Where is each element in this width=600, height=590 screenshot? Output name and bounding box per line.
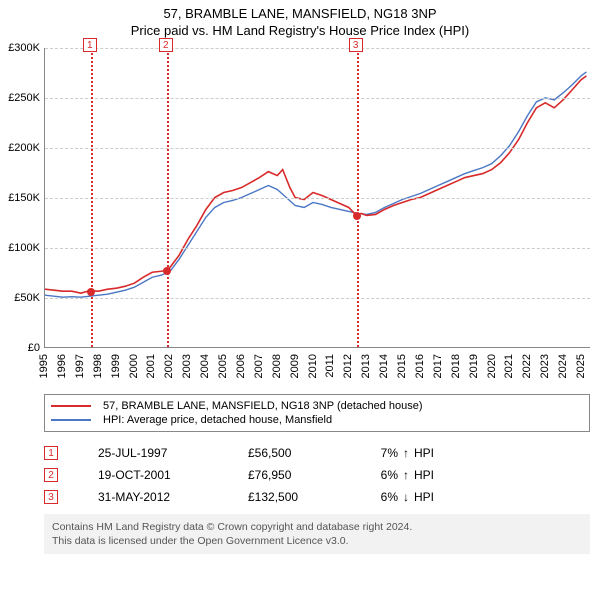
event-num-box: 3: [44, 490, 58, 504]
event-num-box: 2: [44, 468, 58, 482]
event-date: 31-MAY-2012: [98, 490, 248, 504]
title-sub: Price paid vs. HM Land Registry's House …: [0, 23, 600, 38]
arrow-icon: ↓: [398, 490, 414, 504]
attribution-box: Contains HM Land Registry data © Crown c…: [44, 514, 590, 554]
x-axis-label: 2013: [360, 354, 372, 378]
x-axis-label: 2003: [181, 354, 193, 378]
x-axis-label: 2010: [307, 354, 319, 378]
gridline-h: [45, 248, 590, 249]
data-marker: [87, 288, 95, 296]
event-number-box: 1: [83, 38, 97, 52]
legend-label: HPI: Average price, detached house, Mans…: [103, 414, 332, 426]
arrow-icon: ↑: [398, 468, 414, 482]
x-axis-label: 2006: [235, 354, 247, 378]
series-line: [45, 72, 586, 297]
event-hpi-label: HPI: [414, 468, 434, 482]
event-hpi-label: HPI: [414, 446, 434, 460]
x-axis-label: 1997: [74, 354, 86, 378]
event-date: 19-OCT-2001: [98, 468, 248, 482]
legend-label: 57, BRAMBLE LANE, MANSFIELD, NG18 3NP (d…: [103, 400, 423, 412]
legend-swatch: [51, 405, 91, 407]
chart-container: 57, BRAMBLE LANE, MANSFIELD, NG18 3NP Pr…: [0, 0, 600, 554]
event-price: £56,500: [248, 446, 358, 460]
event-price: £76,950: [248, 468, 358, 482]
legend-row: 57, BRAMBLE LANE, MANSFIELD, NG18 3NP (d…: [51, 399, 583, 413]
event-hpi-label: HPI: [414, 490, 434, 504]
x-axis-label: 2002: [163, 354, 175, 378]
event-price: £132,500: [248, 490, 358, 504]
legend-box: 57, BRAMBLE LANE, MANSFIELD, NG18 3NP (d…: [44, 394, 590, 432]
x-axis-label: 1999: [110, 354, 122, 378]
gridline-h: [45, 48, 590, 49]
x-axis-label: 2009: [289, 354, 301, 378]
x-axis-label: 2023: [539, 354, 551, 378]
event-number-box: 3: [349, 38, 363, 52]
x-axis-label: 2021: [503, 354, 515, 378]
event-date: 25-JUL-1997: [98, 446, 248, 460]
x-axis-label: 2016: [414, 354, 426, 378]
x-axis-label: 1996: [56, 354, 68, 378]
gridline-h: [45, 298, 590, 299]
x-axis-label: 2005: [217, 354, 229, 378]
x-axis-label: 2000: [128, 354, 140, 378]
x-axis-label: 2018: [450, 354, 462, 378]
title-main: 57, BRAMBLE LANE, MANSFIELD, NG18 3NP: [0, 6, 600, 21]
x-axis-label: 2011: [324, 354, 336, 378]
x-axis-label: 2008: [271, 354, 283, 378]
x-axis-label: 2020: [486, 354, 498, 378]
event-num-box: 1: [44, 446, 58, 460]
x-axis-label: 1995: [38, 354, 50, 378]
event-table-row: 3 31-MAY-2012£132,5006%↓HPI: [44, 486, 590, 508]
legend-swatch: [51, 419, 91, 421]
data-marker: [353, 212, 361, 220]
y-axis-label: £200K: [0, 142, 40, 154]
y-axis-label: £300K: [0, 42, 40, 54]
x-axis-label: 2022: [521, 354, 533, 378]
chart-area: £0 £50K £100K £150K £200K £250K £300K 1995 1996 1…: [0, 42, 600, 394]
gridline-h: [45, 98, 590, 99]
x-axis-label: 2025: [575, 354, 587, 378]
legend-row: HPI: Average price, detached house, Mans…: [51, 413, 583, 427]
x-axis-label: 2012: [342, 354, 354, 378]
y-axis-label: £0: [0, 342, 40, 354]
y-axis-label: £250K: [0, 92, 40, 104]
x-axis-label: 1998: [92, 354, 104, 378]
event-line: [167, 48, 169, 347]
event-pct: 6%: [358, 490, 398, 504]
y-axis-label: £100K: [0, 242, 40, 254]
event-table-row: 2 19-OCT-2001£76,9506%↑HPI: [44, 464, 590, 486]
x-axis-label: 2004: [199, 354, 211, 378]
gridline-h: [45, 148, 590, 149]
x-axis-label: 2019: [468, 354, 480, 378]
gridline-h: [45, 198, 590, 199]
event-line: [91, 48, 93, 347]
event-line: [357, 48, 359, 347]
data-marker: [163, 267, 171, 275]
event-table-row: 1 25-JUL-1997£56,5007%↑HPI: [44, 442, 590, 464]
x-axis-label: 2014: [378, 354, 390, 378]
arrow-icon: ↑: [398, 446, 414, 460]
plot-region: [44, 48, 590, 348]
x-axis-label: 2001: [145, 354, 157, 378]
x-axis-label: 2015: [396, 354, 408, 378]
y-axis-label: £150K: [0, 192, 40, 204]
x-axis-label: 2024: [557, 354, 569, 378]
attribution-line1: Contains HM Land Registry data © Crown c…: [52, 520, 582, 534]
events-table: 125-JUL-1997£56,5007%↑HPI219-OCT-2001£76…: [44, 442, 590, 508]
x-axis-label: 2017: [432, 354, 444, 378]
event-pct: 7%: [358, 446, 398, 460]
attribution-line2: This data is licensed under the Open Gov…: [52, 534, 582, 548]
series-line: [45, 76, 586, 293]
event-pct: 6%: [358, 468, 398, 482]
y-axis-label: £50K: [0, 292, 40, 304]
x-axis-label: 2007: [253, 354, 265, 378]
event-number-box: 2: [159, 38, 173, 52]
title-block: 57, BRAMBLE LANE, MANSFIELD, NG18 3NP Pr…: [0, 0, 600, 42]
